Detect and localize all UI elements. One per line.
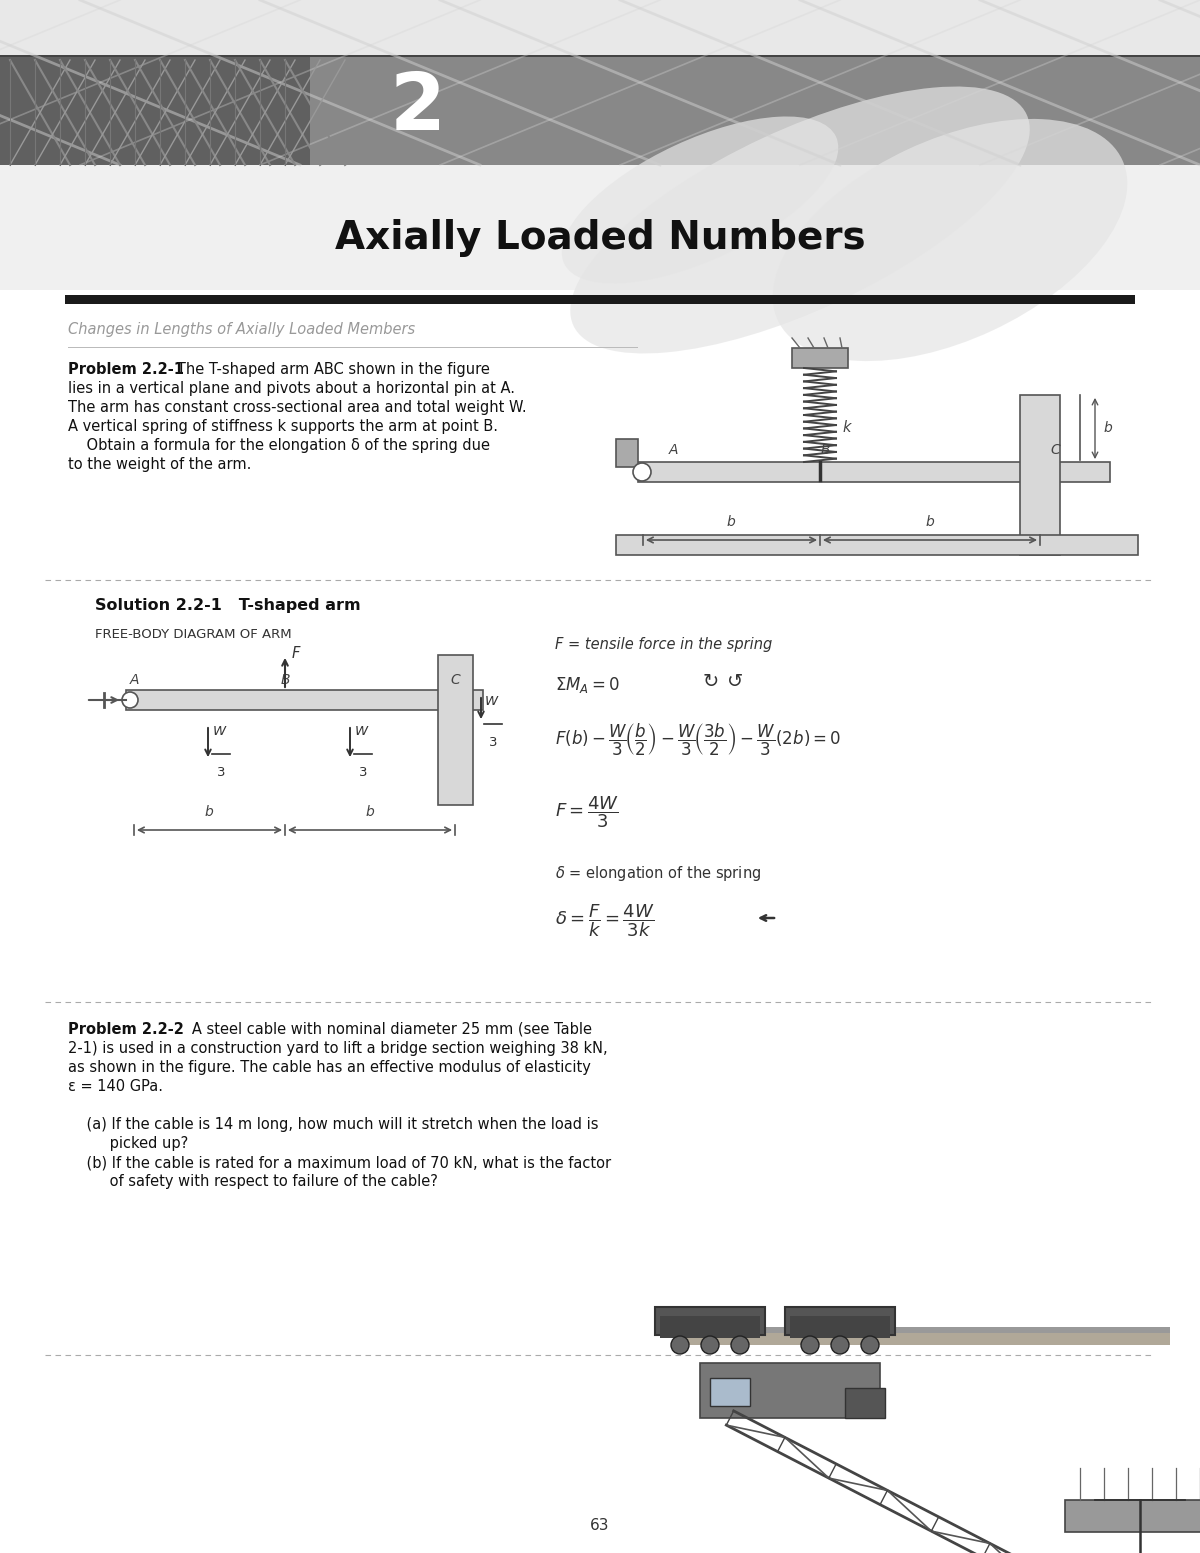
Bar xyxy=(616,534,1138,554)
Bar xyxy=(710,1378,750,1405)
Text: ↺: ↺ xyxy=(727,672,743,691)
Text: 3: 3 xyxy=(217,766,226,780)
Ellipse shape xyxy=(570,87,1030,354)
Text: A: A xyxy=(668,443,678,457)
Text: as shown in the figure. The cable has an effective modulus of elasticity: as shown in the figure. The cable has an… xyxy=(68,1061,590,1075)
Bar xyxy=(680,1326,1170,1336)
Text: picked up?: picked up? xyxy=(68,1135,188,1151)
Circle shape xyxy=(731,1336,749,1354)
Bar xyxy=(438,655,473,804)
Bar xyxy=(792,348,848,368)
Bar xyxy=(845,1388,886,1418)
Bar xyxy=(785,1308,895,1336)
Bar xyxy=(1066,1500,1200,1531)
Bar xyxy=(638,461,1110,481)
Text: (a) If the cable is 14 m long, how much will it stretch when the load is: (a) If the cable is 14 m long, how much … xyxy=(68,1117,599,1132)
Text: b: b xyxy=(205,804,214,818)
Text: of safety with respect to failure of the cable?: of safety with respect to failure of the… xyxy=(68,1174,438,1190)
Bar xyxy=(0,165,1200,168)
Text: A: A xyxy=(130,672,139,686)
Bar xyxy=(680,1332,1170,1345)
Text: The T-shaped arm ABC shown in the figure: The T-shaped arm ABC shown in the figure xyxy=(163,362,490,377)
Bar xyxy=(126,690,482,710)
Text: b: b xyxy=(366,804,374,818)
Text: 2-1) is used in a construction yard to lift a bridge section weighing 38 kN,: 2-1) is used in a construction yard to l… xyxy=(68,1041,607,1056)
Text: Problem 2.2-1: Problem 2.2-1 xyxy=(68,362,184,377)
Bar xyxy=(0,0,1200,165)
Circle shape xyxy=(634,463,650,481)
Text: The arm has constant cross-sectional area and total weight W.: The arm has constant cross-sectional are… xyxy=(68,401,527,415)
Bar xyxy=(660,1315,760,1339)
Text: $F = \dfrac{4W}{3}$: $F = \dfrac{4W}{3}$ xyxy=(554,794,619,829)
Text: Solution 2.2-1   T-shaped arm: Solution 2.2-1 T-shaped arm xyxy=(95,598,361,613)
Circle shape xyxy=(802,1336,818,1354)
Circle shape xyxy=(701,1336,719,1354)
Text: A steel cable with nominal diameter 25 mm (see Table: A steel cable with nominal diameter 25 m… xyxy=(178,1022,592,1037)
Text: b: b xyxy=(1104,421,1112,435)
Text: W: W xyxy=(485,696,498,708)
Text: $F(b) - \dfrac{W}{3}\!\left(\dfrac{b}{2}\right) - \dfrac{W}{3}\!\left(\dfrac{3b}: $F(b) - \dfrac{W}{3}\!\left(\dfrac{b}{2}… xyxy=(554,722,841,758)
Text: b: b xyxy=(727,516,736,530)
Text: Changes in Lengths of Axially Loaded Members: Changes in Lengths of Axially Loaded Mem… xyxy=(68,321,415,337)
Circle shape xyxy=(862,1336,878,1354)
Bar xyxy=(65,295,1135,304)
Text: $\delta = \dfrac{F}{k} = \dfrac{4W}{3k}$: $\delta = \dfrac{F}{k} = \dfrac{4W}{3k}$ xyxy=(554,902,655,938)
Text: W: W xyxy=(214,725,226,738)
Ellipse shape xyxy=(562,116,839,284)
Text: k: k xyxy=(842,421,851,435)
Bar xyxy=(0,165,1200,290)
Bar xyxy=(0,54,310,165)
Text: $\delta$ = elongation of the spring: $\delta$ = elongation of the spring xyxy=(554,863,761,884)
Text: b: b xyxy=(925,516,935,530)
Text: B: B xyxy=(281,672,289,686)
Circle shape xyxy=(830,1336,850,1354)
Text: 63: 63 xyxy=(590,1517,610,1533)
Bar xyxy=(700,1364,880,1418)
Text: Axially Loaded Numbers: Axially Loaded Numbers xyxy=(335,219,865,256)
Text: C: C xyxy=(1050,443,1060,457)
Bar xyxy=(1020,394,1060,554)
Text: 3: 3 xyxy=(359,766,367,780)
Text: $\Sigma M_A = 0$: $\Sigma M_A = 0$ xyxy=(554,676,620,696)
Text: Problem 2.2-2: Problem 2.2-2 xyxy=(68,1022,184,1037)
Text: Obtain a formula for the elongation δ of the spring due: Obtain a formula for the elongation δ of… xyxy=(68,438,490,453)
Text: FREE-BODY DIAGRAM OF ARM: FREE-BODY DIAGRAM OF ARM xyxy=(95,627,292,641)
Text: ↻: ↻ xyxy=(703,672,719,691)
Text: 2: 2 xyxy=(390,68,446,148)
Bar xyxy=(616,439,638,467)
Text: F: F xyxy=(292,646,300,662)
Text: A vertical spring of stiffness k supports the arm at point B.: A vertical spring of stiffness k support… xyxy=(68,419,498,433)
Text: F = tensile force in the spring: F = tensile force in the spring xyxy=(554,637,773,652)
Bar xyxy=(0,54,1200,57)
Text: (b) If the cable is rated for a maximum load of 70 kN, what is the factor: (b) If the cable is rated for a maximum … xyxy=(68,1155,611,1169)
Text: C: C xyxy=(450,672,460,686)
Bar xyxy=(310,54,1200,165)
Bar xyxy=(655,1308,766,1336)
Text: B: B xyxy=(821,443,829,457)
Ellipse shape xyxy=(773,120,1127,362)
Circle shape xyxy=(122,693,138,708)
Text: W: W xyxy=(355,725,368,738)
Circle shape xyxy=(671,1336,689,1354)
Text: lies in a vertical plane and pivots about a horizontal pin at A.: lies in a vertical plane and pivots abou… xyxy=(68,380,515,396)
Bar xyxy=(790,1315,890,1339)
Text: ε = 140 GPa.: ε = 140 GPa. xyxy=(68,1079,163,1093)
Text: 3: 3 xyxy=(488,736,497,749)
Text: to the weight of the arm.: to the weight of the arm. xyxy=(68,457,251,472)
